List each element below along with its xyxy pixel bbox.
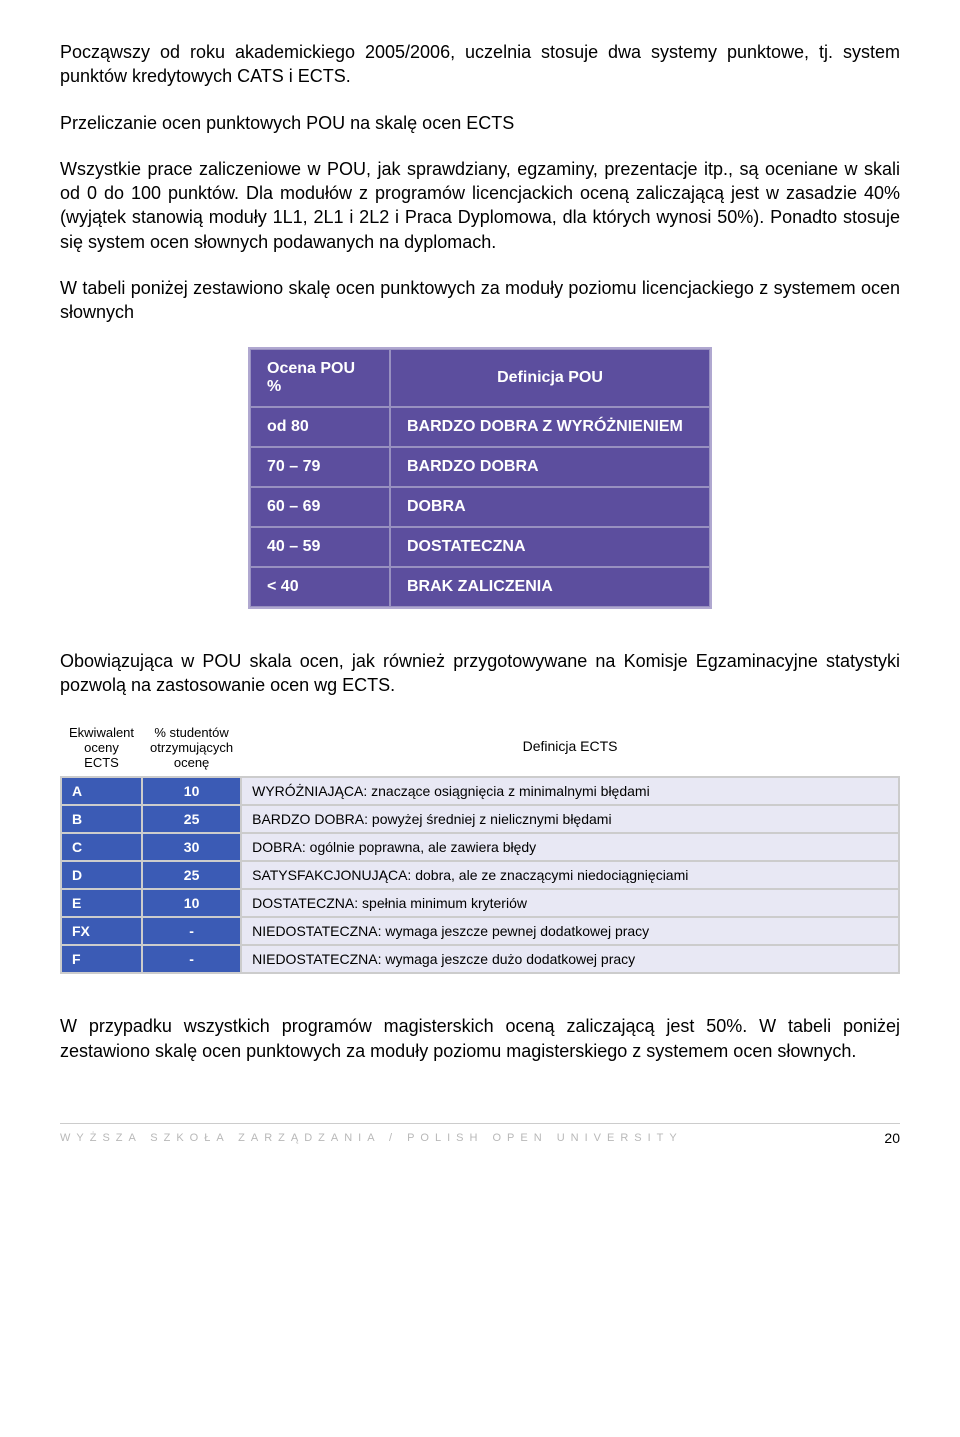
- body-paragraph-4: W przypadku wszystkich programów magiste…: [60, 1014, 900, 1063]
- ects-def: WYRÓŻNIAJĄCA: znaczące osiągnięcia z min…: [241, 777, 899, 805]
- ects-pct: -: [142, 945, 241, 973]
- body-paragraph-2: W tabeli poniżej zestawiono skalę ocen p…: [60, 276, 900, 325]
- pou-header-col1: Ocena POU %: [250, 349, 390, 407]
- table-header-row: Ekwiwalent oceny ECTS % studentów otrzym…: [61, 719, 899, 777]
- ects-def: DOSTATECZNA: spełnia minimum kryteriów: [241, 889, 899, 917]
- pou-def: DOBRA: [390, 487, 710, 527]
- ects-grade: C: [61, 833, 142, 861]
- table-row: FX - NIEDOSTATECZNA: wymaga jeszcze pewn…: [61, 917, 899, 945]
- pou-range: < 40: [250, 567, 390, 607]
- ects-def: NIEDOSTATECZNA: wymaga jeszcze dużo doda…: [241, 945, 899, 973]
- table-row: C 30 DOBRA: ogólnie poprawna, ale zawier…: [61, 833, 899, 861]
- pou-def: BARDZO DOBRA Z WYRÓŻNIENIEM: [390, 407, 710, 447]
- pou-range: 60 – 69: [250, 487, 390, 527]
- pou-range: 40 – 59: [250, 527, 390, 567]
- pou-def: BRAK ZALICZENIA: [390, 567, 710, 607]
- body-paragraph-3: Obowiązująca w POU skala ocen, jak równi…: [60, 649, 900, 698]
- intro-paragraph: Począwszy od roku akademickiego 2005/200…: [60, 40, 900, 89]
- table-row: 40 – 59 DOSTATECZNA: [250, 527, 710, 567]
- ects-header-col1: Ekwiwalent oceny ECTS: [61, 719, 142, 777]
- pou-range: od 80: [250, 407, 390, 447]
- pou-def: DOSTATECZNA: [390, 527, 710, 567]
- table-row: E 10 DOSTATECZNA: spełnia minimum kryter…: [61, 889, 899, 917]
- table-row: 60 – 69 DOBRA: [250, 487, 710, 527]
- pou-grade-table: Ocena POU % Definicja POU od 80 BARDZO D…: [248, 347, 712, 609]
- ects-grade: E: [61, 889, 142, 917]
- table-row: B 25 BARDZO DOBRA: powyżej średniej z ni…: [61, 805, 899, 833]
- section-heading: Przeliczanie ocen punktowych POU na skal…: [60, 111, 900, 135]
- page-footer: WYŻSZA SZKOŁA ZARZĄDZANIA / POLISH OPEN …: [60, 1123, 900, 1146]
- ects-pct: 25: [142, 805, 241, 833]
- ects-def: SATYSFAKCJONUJĄCA: dobra, ale ze znacząc…: [241, 861, 899, 889]
- pou-def: BARDZO DOBRA: [390, 447, 710, 487]
- ects-grade: D: [61, 861, 142, 889]
- ects-pct: 10: [142, 889, 241, 917]
- pou-table-container: Ocena POU % Definicja POU od 80 BARDZO D…: [60, 347, 900, 609]
- ects-grade: B: [61, 805, 142, 833]
- ects-grade: FX: [61, 917, 142, 945]
- table-row: A 10 WYRÓŻNIAJĄCA: znaczące osiągnięcia …: [61, 777, 899, 805]
- pou-header-col2: Definicja POU: [390, 349, 710, 407]
- table-row: F - NIEDOSTATECZNA: wymaga jeszcze dużo …: [61, 945, 899, 973]
- ects-grade: F: [61, 945, 142, 973]
- ects-def: DOBRA: ogólnie poprawna, ale zawiera błę…: [241, 833, 899, 861]
- ects-pct: 25: [142, 861, 241, 889]
- ects-pct: -: [142, 917, 241, 945]
- ects-pct: 30: [142, 833, 241, 861]
- table-row: < 40 BRAK ZALICZENIA: [250, 567, 710, 607]
- ects-def: NIEDOSTATECZNA: wymaga jeszcze pewnej do…: [241, 917, 899, 945]
- pou-range: 70 – 79: [250, 447, 390, 487]
- table-row: od 80 BARDZO DOBRA Z WYRÓŻNIENIEM: [250, 407, 710, 447]
- ects-header-col3: Definicja ECTS: [241, 719, 899, 777]
- table-row: D 25 SATYSFAKCJONUJĄCA: dobra, ale ze zn…: [61, 861, 899, 889]
- ects-grade-table: Ekwiwalent oceny ECTS % studentów otrzym…: [60, 719, 900, 974]
- table-header-row: Ocena POU % Definicja POU: [250, 349, 710, 407]
- footer-institution: WYŻSZA SZKOŁA ZARZĄDZANIA / POLISH OPEN …: [60, 1132, 683, 1144]
- ects-header-col2: % studentów otrzymujących ocenę: [142, 719, 241, 777]
- ects-pct: 10: [142, 777, 241, 805]
- table-row: 70 – 79 BARDZO DOBRA: [250, 447, 710, 487]
- page-number: 20: [884, 1130, 900, 1146]
- body-paragraph-1: Wszystkie prace zaliczeniowe w POU, jak …: [60, 157, 900, 254]
- ects-def: BARDZO DOBRA: powyżej średniej z nielicz…: [241, 805, 899, 833]
- ects-grade: A: [61, 777, 142, 805]
